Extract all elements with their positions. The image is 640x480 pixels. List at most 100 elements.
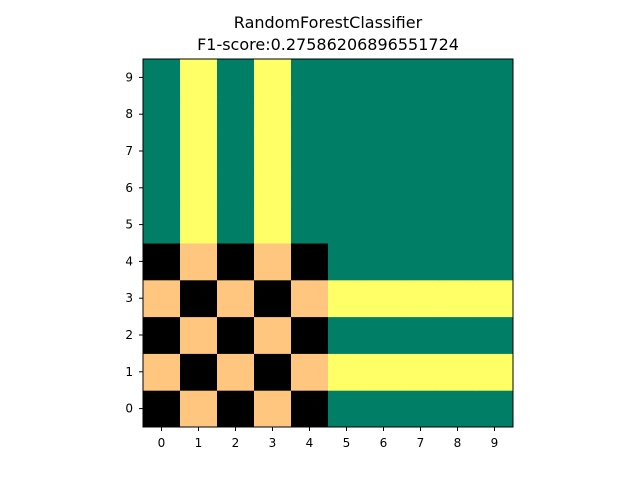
heatmap-cell-x1-y4 [180,243,218,281]
heatmap-cell-x3-y4 [254,243,292,281]
heatmap-cell-x8-y6 [439,169,477,207]
heatmap-cell-x6-y5 [365,206,403,244]
heatmap-cell-x5-y6 [328,169,366,207]
heatmap-cell-x0-y7 [143,132,181,170]
x-tick-label-4: 4 [306,436,314,450]
heatmap-cell-x4-y1 [291,353,329,391]
heatmap-cell-x1-y1 [180,353,218,391]
heatmap-cell-x7-y2 [402,316,440,354]
heatmap-cell-x3-y9 [254,59,292,97]
heatmap-cell-x9-y8 [476,95,514,134]
y-tick-label-3: 3 [125,291,133,305]
heatmap-cell-x5-y8 [328,95,366,134]
y-tick-label-6: 6 [125,181,133,195]
heatmap-cell-x8-y8 [439,95,477,134]
heatmap-cell-x5-y3 [328,279,366,318]
heatmap-cell-x1-y8 [180,95,218,134]
heatmap-cell-x7-y3 [402,279,440,318]
heatmap-cell-x2-y0 [217,390,255,428]
heatmap-cell-x1-y2 [180,316,218,354]
chart-title-line-1: RandomForestClassifier [234,13,423,32]
y-axis: 0 1 2 3 4 5 6 7 8 9 [125,70,143,416]
heatmap-cell-x5-y1 [328,353,366,391]
heatmap-cell-x2-y1 [217,353,255,391]
heatmap-cell-x1-y9 [180,59,218,97]
x-tick-label-9: 9 [491,436,499,450]
heatmap-cell-x1-y7 [180,132,218,170]
y-tick-label-9: 9 [125,70,133,84]
y-tick-label-1: 1 [125,365,133,379]
x-tick-label-2: 2 [232,436,240,450]
heatmap-cell-x2-y2 [217,316,255,354]
heatmap-cell-x7-y1 [402,353,440,391]
heatmap-cell-x9-y1 [476,353,514,391]
heatmap-cell-x5-y2 [328,316,366,354]
heatmap-cell-x0-y3 [143,279,181,318]
heatmap-cell-x3-y8 [254,95,292,134]
x-axis: 0 1 2 3 4 5 6 7 8 9 [158,427,499,450]
heatmap-cell-x1-y5 [180,206,218,244]
heatmap-cell-x9-y4 [476,243,514,281]
chart-title-line-2: F1-score:0.27586206896551724 [197,35,459,54]
heatmap-cell-x4-y0 [291,390,329,428]
heatmap-cell-x0-y4 [143,243,181,281]
heatmap-cell-x0-y2 [143,316,181,354]
heatmap-cell-x7-y7 [402,132,440,170]
heatmap-cell-x6-y0 [365,390,403,428]
heatmap-cell-x8-y0 [439,390,477,428]
y-tick-label-0: 0 [125,402,133,416]
heatmap-cell-x5-y5 [328,206,366,244]
heatmap-cell-x2-y4 [217,243,255,281]
heatmap-cell-x8-y5 [439,206,477,244]
heatmap-cell-x8-y3 [439,279,477,318]
heatmap-cell-x9-y9 [476,59,514,97]
heatmap-cell-x1-y0 [180,390,218,428]
heatmap-cell-x2-y7 [217,132,255,170]
heatmap-cell-x6-y3 [365,279,403,318]
plot-frame [142,58,514,428]
heatmap-cell-x3-y2 [254,316,292,354]
x-tick-label-3: 3 [269,436,277,450]
heatmap-cell-x5-y4 [328,243,366,281]
heatmap-cell-x6-y6 [365,169,403,207]
heatmap-cell-x6-y4 [365,243,403,281]
heatmap-cell-x4-y3 [291,279,329,318]
heatmap-cell-x7-y0 [402,390,440,428]
x-tick-label-6: 6 [380,436,388,450]
heatmap-cell-x1-y6 [180,169,218,207]
x-tick-label-1: 1 [195,436,203,450]
heatmap-cell-x8-y7 [439,132,477,170]
heatmap-cell-x7-y5 [402,206,440,244]
heatmap-cell-x8-y4 [439,243,477,281]
heatmap-cell-x0-y0 [143,390,181,428]
heatmap-cell-x4-y6 [291,169,329,207]
x-tick-label-8: 8 [454,436,462,450]
heatmap-cell-x8-y2 [439,316,477,354]
heatmap-cell-x7-y9 [402,59,440,97]
heatmap-cell-x3-y3 [254,279,292,318]
heatmap-cell-x4-y8 [291,95,329,134]
heatmap-cell-x6-y1 [365,353,403,391]
heatmap-cell-x7-y8 [402,95,440,134]
heatmap-cell-x2-y6 [217,169,255,207]
heatmap-cell-x6-y8 [365,95,403,134]
y-tick-label-2: 2 [125,328,133,342]
heatmap-cell-x9-y6 [476,169,514,207]
y-tick-label-7: 7 [125,144,133,158]
x-tick-label-7: 7 [417,436,425,450]
y-tick-label-4: 4 [125,254,133,268]
heatmap-cell-x9-y2 [476,316,514,354]
heatmap-cell-x0-y9 [143,59,181,97]
heatmap-cell-x9-y3 [476,279,514,318]
heatmap-cell-x2-y3 [217,279,255,318]
heatmap-cell-x4-y4 [291,243,329,281]
heatmap-cell-x3-y5 [254,206,292,244]
heatmap-cell-x4-y5 [291,206,329,244]
heatmap-cell-x5-y7 [328,132,366,170]
heatmap-cell-x5-y0 [328,390,366,428]
heatmap-cell-x7-y4 [402,243,440,281]
heatmap-cell-x3-y6 [254,169,292,207]
heatmap-cell-x8-y9 [439,59,477,97]
heatmap-cell-x8-y1 [439,353,477,391]
